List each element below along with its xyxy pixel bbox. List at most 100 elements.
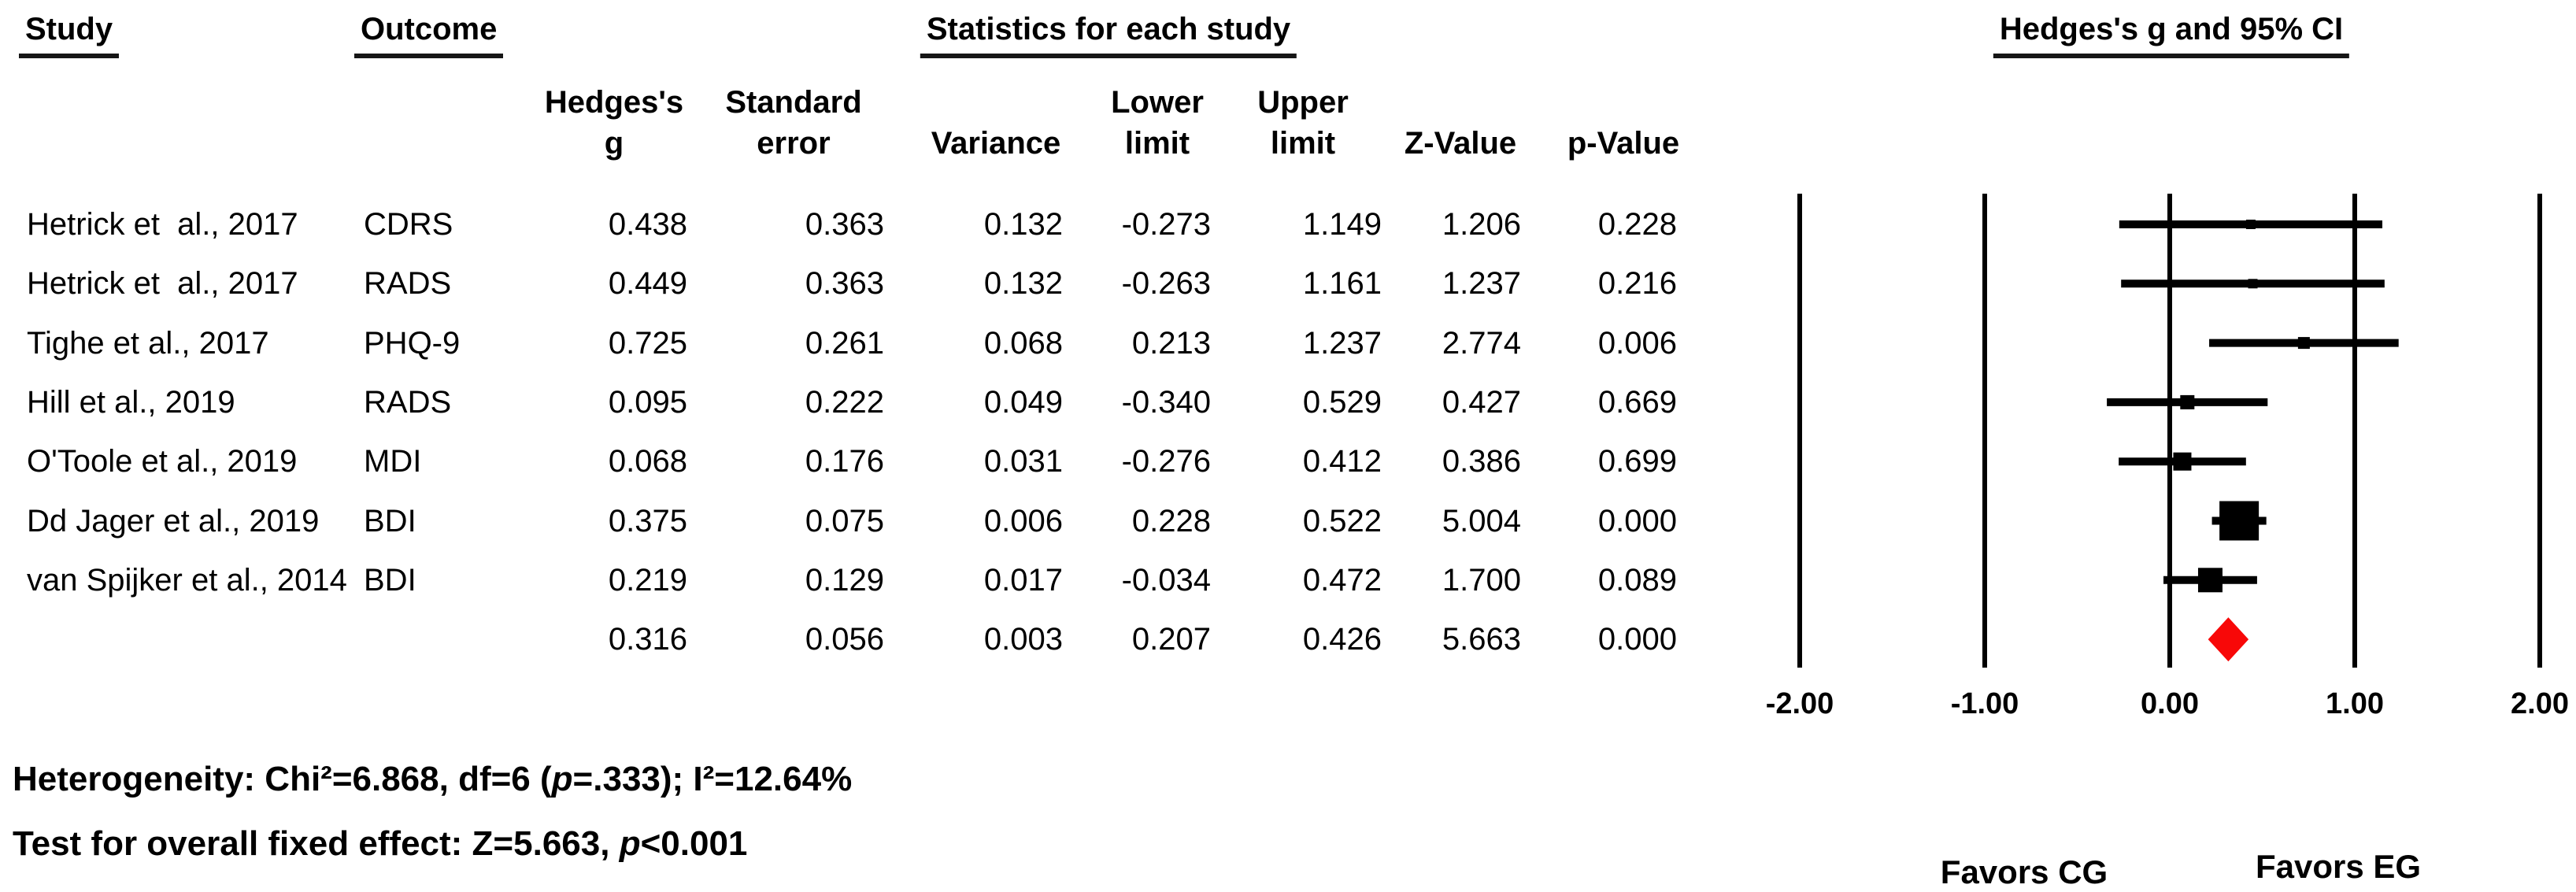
study-name-cell: Hetrick et al., 2017 (27, 207, 298, 242)
column-header-z-value: Z-Value (1342, 82, 1579, 164)
column-header-hedges-g: Hedges's g (496, 82, 732, 164)
favors-cg-label: Favors CG (1940, 853, 2108, 890)
column-header-line: limit (1124, 126, 1190, 161)
axis-tick-label: -2.00 (1766, 687, 1834, 720)
column-header-line: Lower (1111, 85, 1204, 120)
p-value-cell: 0.089 (1597, 562, 1677, 598)
ci-plot-section-header: Hedges's g and 95% CI (1993, 11, 2350, 58)
z-value-cell: 2.774 (1442, 325, 1521, 361)
table-row: O'Toole et al., 2019 MDI 0.068 0.176 0.031 -0… (0, 439, 1771, 483)
upper-limit-cell: 1.237 (1302, 325, 1382, 361)
study-name-cell: Hetrick et al., 2017 (27, 266, 298, 302)
column-header-line: Variance (931, 126, 1061, 161)
upper-limit-cell: 0.412 (1302, 444, 1382, 479)
column-header-line: Hedges's (544, 85, 684, 120)
statistics-section-header: Statistics for each study (920, 11, 1297, 58)
column-header-standard-error: Standard error (675, 82, 912, 164)
outcome-cell: PHQ-9 (364, 325, 461, 361)
overall-test-note-text: Test for overall fixed effect: Z=5.663, (13, 824, 620, 863)
lower-limit-cell: -0.263 (1121, 266, 1211, 302)
table-row: van Spijker et al., 2014 BDI 0.219 0.129 0.0… (0, 558, 1771, 602)
standard-error-cell: 0.363 (805, 207, 884, 242)
p-value-cell: 0.699 (1597, 444, 1677, 479)
standard-error-cell: 0.056 (805, 622, 884, 657)
heterogeneity-note-text: =.333); I²=12.64% (572, 760, 853, 798)
italic-p: p (551, 760, 573, 798)
outcome-section-label: Outcome (354, 11, 504, 58)
hedges-g-cell: 0.095 (608, 384, 687, 420)
study-name-cell: O'Toole et al., 2019 (27, 444, 298, 479)
table-row: Tighe et al., 2017 PHQ-9 0.725 0.261 0.068 0.… (0, 321, 1771, 365)
outcome-cell: BDI (364, 562, 416, 598)
lower-limit-cell: -0.034 (1121, 562, 1211, 598)
hedges-g-cell: 0.068 (608, 444, 687, 479)
upper-limit-cell: 0.426 (1302, 622, 1382, 657)
study-name-cell: van Spijker et al., 2014 (27, 562, 347, 598)
axis-tick-label: 1.00 (2326, 687, 2384, 720)
hedges-g-cell: 0.449 (608, 266, 687, 302)
hedges-g-cell: 0.725 (608, 325, 687, 361)
column-header-upper-limit: Upper limit (1185, 82, 1421, 164)
p-value-cell: 0.000 (1597, 503, 1677, 539)
p-value-cell: 0.000 (1597, 622, 1677, 657)
outcome-cell: MDI (364, 444, 422, 479)
column-header-lower-limit: Lower limit (1039, 82, 1275, 164)
variance-cell: 0.049 (983, 384, 1063, 420)
effect-size-marker (2245, 220, 2256, 229)
favors-eg-label: Favors EG (2255, 848, 2422, 885)
column-header-line: g (604, 126, 624, 161)
table-row: Dd Jager et al., 2019 BDI 0.375 0.075 0.006 0… (0, 499, 1771, 543)
upper-limit-cell: 1.149 (1302, 207, 1382, 242)
upper-limit-cell: 0.529 (1302, 384, 1382, 420)
hedges-g-cell: 0.219 (608, 562, 687, 598)
study-section-label: Study (19, 11, 120, 58)
study-section-header: Study (19, 11, 120, 58)
p-value-cell: 0.216 (1597, 266, 1677, 302)
standard-error-cell: 0.261 (805, 325, 884, 361)
statistics-section-label: Statistics for each study (920, 11, 1297, 58)
standard-error-cell: 0.363 (805, 266, 884, 302)
variance-cell: 0.068 (983, 325, 1063, 361)
variance-cell: 0.003 (983, 622, 1063, 657)
hedges-g-cell: 0.316 (608, 622, 687, 657)
standard-error-cell: 0.176 (805, 444, 884, 479)
lower-limit-cell: -0.273 (1121, 207, 1211, 242)
column-header-line: Standard (725, 85, 862, 120)
variance-cell: 0.006 (983, 503, 1063, 539)
z-value-cell: 1.700 (1442, 562, 1521, 598)
variance-cell: 0.132 (983, 207, 1063, 242)
z-value-cell: 0.427 (1442, 384, 1521, 420)
column-header-line: limit (1270, 126, 1336, 161)
heterogeneity-note: Heterogeneity: Chi²=6.868, df=6 (p=.333)… (13, 758, 852, 801)
table-row: Hetrick et al., 2017 CDRS 0.438 0.363 0.132 -… (0, 202, 1771, 246)
hedges-g-cell: 0.438 (608, 207, 687, 242)
p-value-cell: 0.006 (1597, 325, 1677, 361)
lower-limit-cell: -0.276 (1121, 444, 1211, 479)
column-header-line: Upper (1257, 85, 1349, 120)
column-header-line: error (757, 126, 831, 161)
p-value-cell: 0.228 (1597, 207, 1677, 242)
column-header-variance: Variance (878, 82, 1114, 164)
axis-tick-label: 2.00 (2511, 687, 2569, 720)
p-value-cell: 0.669 (1597, 384, 1677, 420)
effect-size-marker (2173, 452, 2192, 471)
variance-cell: 0.031 (983, 444, 1063, 479)
table-row: Hetrick et al., 2017 RADS 0.449 0.363 0.132 -… (0, 261, 1771, 305)
upper-limit-cell: 0.472 (1302, 562, 1382, 598)
z-value-cell: 5.663 (1442, 622, 1521, 657)
upper-limit-cell: 1.161 (1302, 266, 1382, 302)
study-name-cell: Dd Jager et al., 2019 (27, 503, 320, 539)
overall-test-note-text: <0.001 (640, 824, 748, 863)
column-header-line: Z-Value (1404, 126, 1517, 161)
effect-size-marker (2248, 279, 2258, 289)
standard-error-cell: 0.075 (805, 503, 884, 539)
effect-size-marker (2219, 501, 2260, 541)
overall-test-note: Test for overall fixed effect: Z=5.663, … (13, 823, 747, 865)
heterogeneity-note-text: Heterogeneity: Chi²=6.868, df=6 ( (13, 760, 552, 798)
standard-error-cell: 0.129 (805, 562, 884, 598)
study-name-cell: Tighe et al., 2017 (27, 325, 269, 361)
effect-size-marker (2197, 568, 2223, 593)
column-header-p-value: p-Value (1505, 82, 1741, 164)
column-header-line: p-Value (1567, 126, 1680, 161)
